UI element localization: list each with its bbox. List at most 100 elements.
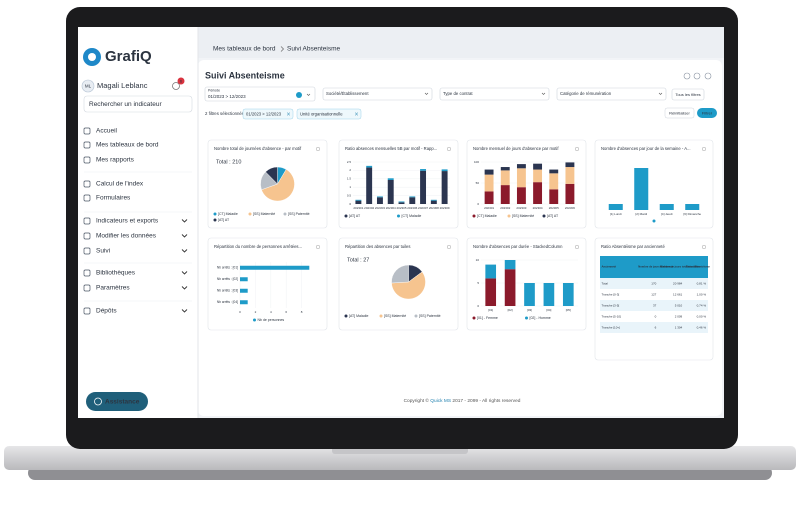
filter-select[interactable] xyxy=(439,87,550,101)
footer: Copyright © Quick MS 2017 - 2099 - All r… xyxy=(404,397,521,404)
x-tick-label: 202303 xyxy=(375,206,385,210)
bar xyxy=(484,174,494,192)
menu-chevron xyxy=(181,309,188,313)
filter-chip-label: Unité organisationnelle xyxy=(300,111,343,116)
notification-count: 6 xyxy=(180,79,183,84)
legend-swatch xyxy=(507,214,511,218)
chip-close xyxy=(354,112,359,116)
card-info[interactable] xyxy=(702,244,707,249)
menu-item[interactable]: Calcul de l'index xyxy=(96,181,144,188)
menu-item[interactable]: Accueil xyxy=(96,128,118,135)
card-info[interactable] xyxy=(702,146,707,151)
table-header xyxy=(600,256,708,278)
selected-count: 2 filtres sélectionnés xyxy=(205,111,244,116)
table-cell: 0,81 % xyxy=(697,281,707,285)
menu-icon xyxy=(83,232,91,240)
filter-chip[interactable] xyxy=(242,108,294,120)
table-cell: 12 661 xyxy=(673,292,683,296)
bar xyxy=(565,167,575,184)
legend-label: [SS] Maternité xyxy=(512,214,534,218)
table-cell: 0,74 % xyxy=(697,303,707,307)
apply-button[interactable] xyxy=(697,108,717,118)
bar xyxy=(240,288,248,293)
footer-brand[interactable]: Quick MS xyxy=(429,398,451,404)
bar xyxy=(376,197,383,204)
bar xyxy=(533,182,543,204)
menu-item[interactable]: Mes tableaux de bord xyxy=(96,142,159,149)
breadcrumb[interactable]: Mes tableaux de bord xyxy=(213,46,276,53)
legend-swatch xyxy=(397,214,400,218)
x-tick-label: [04] xyxy=(546,308,551,312)
table-cell: 1 304 xyxy=(675,325,683,329)
legend-swatch xyxy=(213,212,217,216)
card-title: Ratio Absentéisme par ancienneté xyxy=(601,244,665,249)
legend-swatch xyxy=(542,214,546,218)
card-info[interactable] xyxy=(447,146,452,151)
table-row xyxy=(600,300,708,311)
bar xyxy=(634,168,649,210)
y-tick-label: Nb arrêts : [01] xyxy=(217,266,238,270)
card-title: Nombre d'absences par durée - StackedCol… xyxy=(473,244,563,249)
all-filters-button[interactable] xyxy=(671,88,705,101)
bar xyxy=(409,197,416,204)
toolbar-icon[interactable] xyxy=(683,72,691,80)
toolbar-icon[interactable] xyxy=(704,72,712,80)
reset-button[interactable] xyxy=(664,107,695,119)
menu-item[interactable]: Modifier les données xyxy=(96,233,157,240)
bar xyxy=(366,165,373,168)
bar xyxy=(420,169,427,171)
x-tick-label: 0 xyxy=(239,310,241,314)
x-tick-label: 6 xyxy=(285,310,287,314)
card-info[interactable] xyxy=(575,244,580,249)
notification-bell[interactable] xyxy=(172,82,180,90)
assistance-button[interactable] xyxy=(86,392,148,411)
menu-icon xyxy=(83,127,91,135)
pie-slice xyxy=(265,166,278,185)
card-info[interactable] xyxy=(316,146,321,151)
menu-item[interactable]: Dépôts xyxy=(96,308,117,315)
table-row xyxy=(600,322,708,333)
all-filters-label: Tous les filtres xyxy=(675,92,700,97)
menu-icon xyxy=(83,156,91,164)
menu-item[interactable]: Suivi xyxy=(96,248,110,255)
legend-swatch xyxy=(248,212,252,216)
card-info[interactable] xyxy=(575,146,580,151)
search-box[interactable] xyxy=(83,95,193,113)
table-cell: 5 010 xyxy=(675,303,683,307)
breadcrumb: Suivi Absenteisme xyxy=(287,46,340,53)
apply-label: Filtrer xyxy=(702,110,713,115)
x-tick-label: 202309 xyxy=(440,206,450,210)
y-tick-label: Nb arrêts : [04] xyxy=(217,300,238,304)
menu-item[interactable]: Bibliothèques xyxy=(96,270,136,277)
chip-close xyxy=(286,112,291,116)
x-tick-label: [6] Dimanche xyxy=(683,212,701,216)
filter-select[interactable] xyxy=(556,87,667,101)
menu-item[interactable]: Formulaires xyxy=(96,195,131,202)
bar xyxy=(441,169,448,172)
assistance-label: Assistance xyxy=(105,399,140,406)
period-select[interactable] xyxy=(204,86,316,102)
y-tick-label: 0.5 xyxy=(347,193,352,197)
card-info[interactable] xyxy=(447,244,452,249)
legend-label: [01] - Femme xyxy=(477,316,498,320)
menu-item[interactable]: Indicateurs et exports xyxy=(96,218,159,225)
card xyxy=(594,139,714,229)
bar xyxy=(398,202,405,204)
legend-swatch xyxy=(379,314,383,318)
legend-swatch xyxy=(472,316,476,320)
bar xyxy=(565,183,575,204)
card-info[interactable] xyxy=(316,244,321,249)
bar xyxy=(398,201,405,203)
toolbar-icon[interactable] xyxy=(693,72,701,80)
bar xyxy=(549,189,559,204)
filter-chip[interactable] xyxy=(296,108,362,120)
filter-select[interactable] xyxy=(322,87,433,101)
menu-item[interactable]: Mes rapports xyxy=(96,157,135,164)
menu-icon xyxy=(83,307,91,315)
x-tick-label: 202301 xyxy=(484,206,494,210)
bar xyxy=(504,269,516,306)
period-value: 01/2023 > 12/2023 xyxy=(208,94,246,99)
menu-item[interactable]: Paramètres xyxy=(96,285,130,292)
table-header-cell: Ratio Absentéisme xyxy=(686,265,711,269)
